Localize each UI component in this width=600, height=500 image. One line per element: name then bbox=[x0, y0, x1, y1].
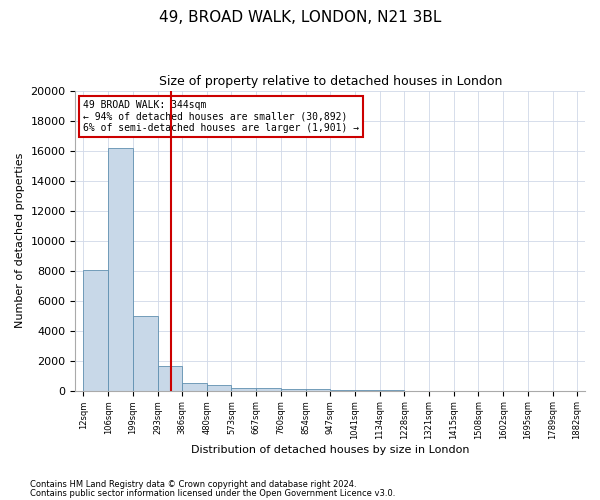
Y-axis label: Number of detached properties: Number of detached properties bbox=[15, 153, 25, 328]
Bar bbox=[158, 366, 182, 390]
Bar bbox=[232, 388, 256, 390]
Bar bbox=[281, 389, 305, 390]
Text: Contains public sector information licensed under the Open Government Licence v3: Contains public sector information licen… bbox=[30, 488, 395, 498]
Bar bbox=[83, 270, 108, 390]
Bar bbox=[207, 386, 232, 390]
Bar bbox=[108, 148, 133, 390]
Text: Contains HM Land Registry data © Crown copyright and database right 2024.: Contains HM Land Registry data © Crown c… bbox=[30, 480, 356, 489]
Text: 49 BROAD WALK: 344sqm
← 94% of detached houses are smaller (30,892)
6% of semi-d: 49 BROAD WALK: 344sqm ← 94% of detached … bbox=[83, 100, 359, 133]
Text: 49, BROAD WALK, LONDON, N21 3BL: 49, BROAD WALK, LONDON, N21 3BL bbox=[159, 10, 441, 25]
Bar bbox=[133, 316, 158, 390]
Title: Size of property relative to detached houses in London: Size of property relative to detached ho… bbox=[158, 75, 502, 88]
X-axis label: Distribution of detached houses by size in London: Distribution of detached houses by size … bbox=[191, 445, 469, 455]
Bar bbox=[182, 383, 207, 390]
Bar bbox=[256, 388, 281, 390]
